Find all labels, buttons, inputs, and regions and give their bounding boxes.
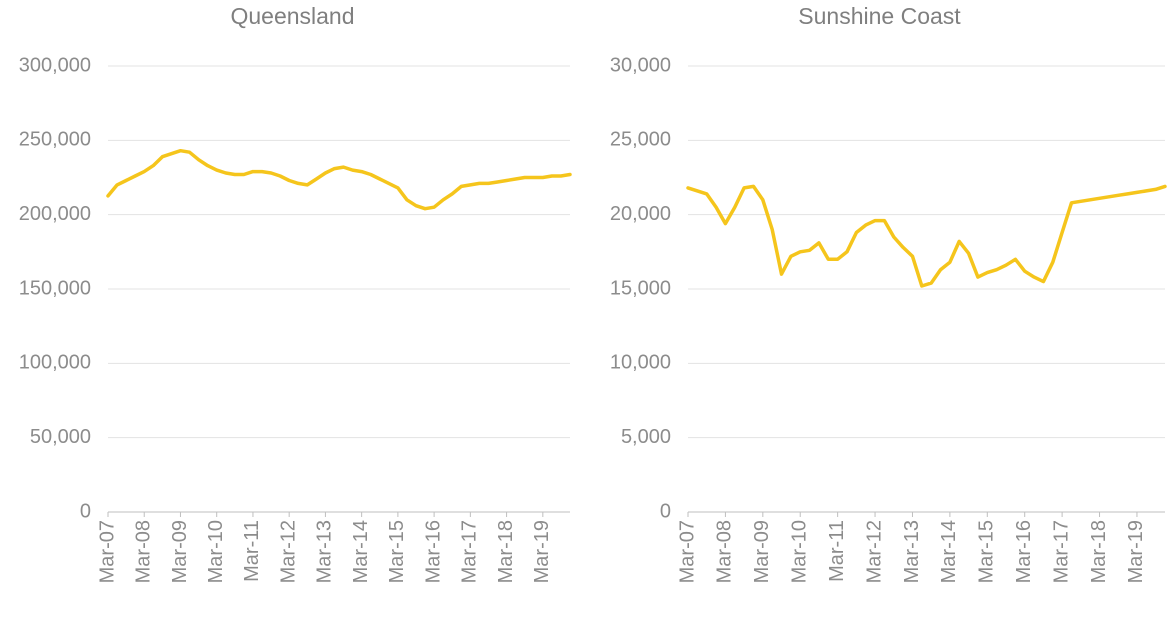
x-tick-label: Mar-12 [277,520,299,583]
data-line [686,184,1167,288]
x-tick-label: Mar-12 [863,520,885,583]
y-tick-label: 30,000 [610,54,671,76]
x-tick-label: Mar-08 [714,520,736,583]
chart-title: Sunshine Coast [798,3,961,29]
x-tick-label: Mar-14 [350,520,372,583]
x-tick-label: Mar-10 [205,520,227,583]
x-tick-label: Mar-15 [976,520,998,583]
x-tick-label: Mar-15 [386,520,408,583]
y-tick-label: 50,000 [30,426,91,448]
y-tick-label: 200,000 [19,203,91,225]
x-tick-label: Mar-09 [751,520,773,583]
x-tick-label: Mar-13 [314,520,336,583]
x-tick-label: Mar-18 [495,520,517,583]
x-tick-label: Mar-07 [96,520,118,583]
x-tick-label: Mar-16 [1013,520,1035,583]
y-tick-label: 20,000 [610,203,671,225]
y-tick-label: 15,000 [610,277,671,299]
y-tick-label: 0 [80,500,91,522]
x-tick-label: Mar-18 [1088,520,1110,583]
x-tick-label: Mar-16 [422,520,444,583]
x-tick-label: Mar-10 [789,520,811,583]
x-tick-label: Mar-07 [676,520,698,583]
y-tick-label: 150,000 [19,277,91,299]
data-line [106,148,572,211]
x-tick-label: Mar-19 [531,520,553,583]
x-tick-label: Mar-17 [1050,520,1072,583]
x-tick-label: Mar-14 [938,520,960,583]
x-tick-label: Mar-09 [169,520,191,583]
y-tick-label: 250,000 [19,129,91,151]
y-tick-label: 10,000 [610,352,671,374]
x-tick-label: Mar-08 [133,520,155,583]
y-tick-label: 0 [660,500,671,522]
y-tick-label: 25,000 [610,129,671,151]
x-tick-label: Mar-13 [901,520,923,583]
x-tick-label: Mar-11 [241,520,263,582]
x-tick-label: Mar-11 [826,520,848,582]
chart-title: Queensland [230,3,354,29]
y-tick-label: 300,000 [19,54,91,76]
x-tick-label: Mar-19 [1125,520,1147,583]
x-tick-label: Mar-17 [459,520,481,583]
y-tick-label: 100,000 [19,352,91,374]
y-tick-label: 5,000 [621,426,671,448]
